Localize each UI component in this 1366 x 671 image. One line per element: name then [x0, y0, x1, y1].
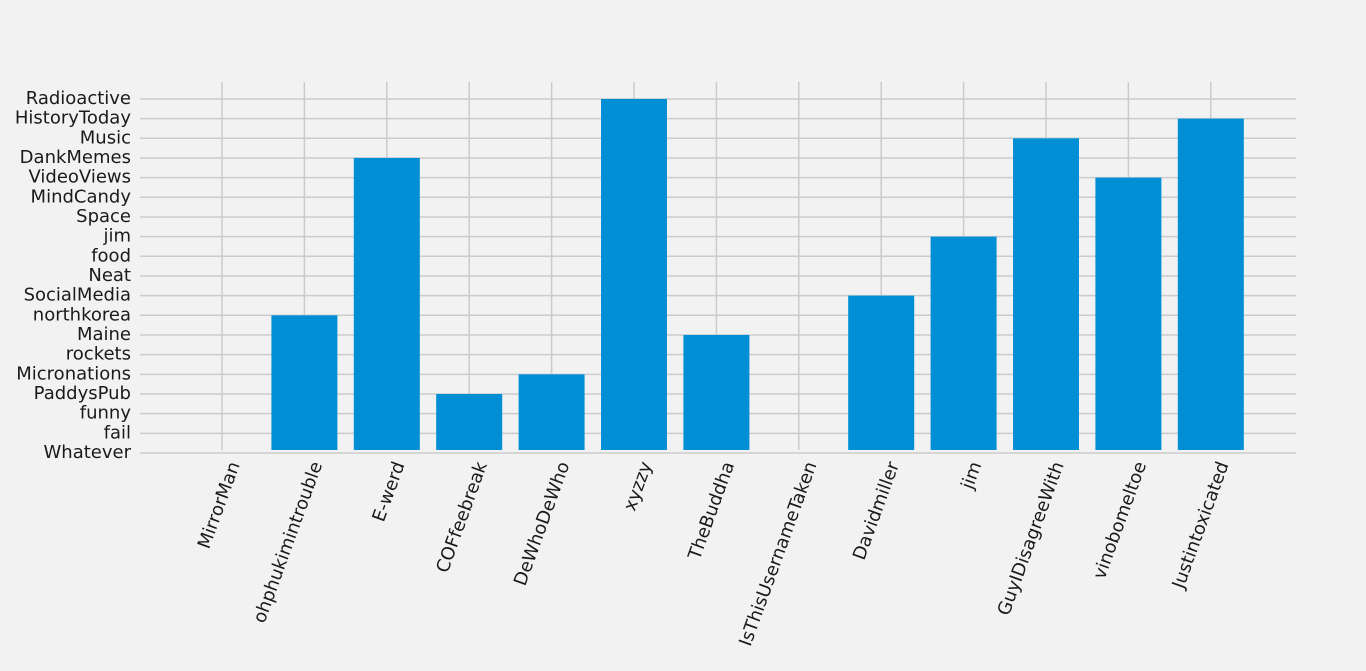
y-tick-label: northkorea: [33, 304, 131, 325]
x-tick-label: E-werd: [369, 459, 410, 525]
x-tick-label: TheBuddha: [684, 459, 739, 563]
bar: [683, 334, 750, 450]
y-tick-label: MindCandy: [31, 186, 132, 207]
y-tick-label: Space: [76, 206, 131, 227]
y-tick-label: Neat: [88, 265, 131, 286]
y-tick-label: rockets: [66, 344, 131, 365]
y-tick-label: jim: [102, 226, 131, 247]
y-tick-label: SocialMedia: [24, 285, 131, 306]
bars: [271, 98, 1244, 451]
x-tick-label: jim: [957, 459, 986, 493]
x-tick-label: Justintoxicated: [1168, 459, 1234, 592]
bar: [436, 393, 503, 450]
y-tick-label: fail: [104, 422, 131, 443]
y-tick-label: Micronations: [16, 363, 131, 384]
x-tick-label: vinobomeltoe: [1089, 459, 1151, 582]
y-tick-labels: WhateverfailfunnyPaddysPubMicronationsro…: [15, 88, 132, 463]
bar: [353, 157, 420, 450]
y-tick-label: HistoryToday: [15, 108, 131, 129]
bar: [848, 295, 915, 450]
bar: [518, 374, 585, 450]
y-tick-label: Maine: [77, 324, 131, 345]
x-tick-label: Davidmiller: [849, 458, 904, 563]
x-tick-label: ohphukimintrouble: [249, 459, 327, 626]
bar: [1177, 118, 1244, 451]
bar: [601, 98, 667, 450]
x-tick-label: MirrorMan: [194, 459, 245, 552]
bar: [1013, 138, 1079, 450]
y-tick-label: funny: [80, 403, 132, 424]
bar: [271, 315, 338, 450]
y-tick-label: Radioactive: [26, 88, 131, 109]
x-tick-label: xyzzy: [620, 459, 657, 514]
x-tick-label: IsThisUsernameTaken: [735, 459, 821, 649]
x-tick-label: COFfeebreak: [432, 458, 492, 575]
bar: [1095, 177, 1162, 450]
y-tick-label: VideoViews: [28, 167, 131, 188]
y-tick-label: Music: [80, 127, 131, 148]
x-tick-labels: MirrorMan ohphukimintrouble E-werd COFfeebr…: [194, 458, 1234, 649]
y-tick-label: PaddysPub: [34, 383, 131, 404]
y-tick-label: food: [91, 245, 131, 266]
y-tick-label: DankMemes: [20, 147, 131, 168]
bar: [930, 236, 997, 450]
y-tick-label: Whatever: [44, 442, 132, 463]
x-tick-label: DeWhoDeWho: [510, 459, 574, 589]
x-tick-label: GuyIDisagreeWith: [994, 459, 1069, 618]
